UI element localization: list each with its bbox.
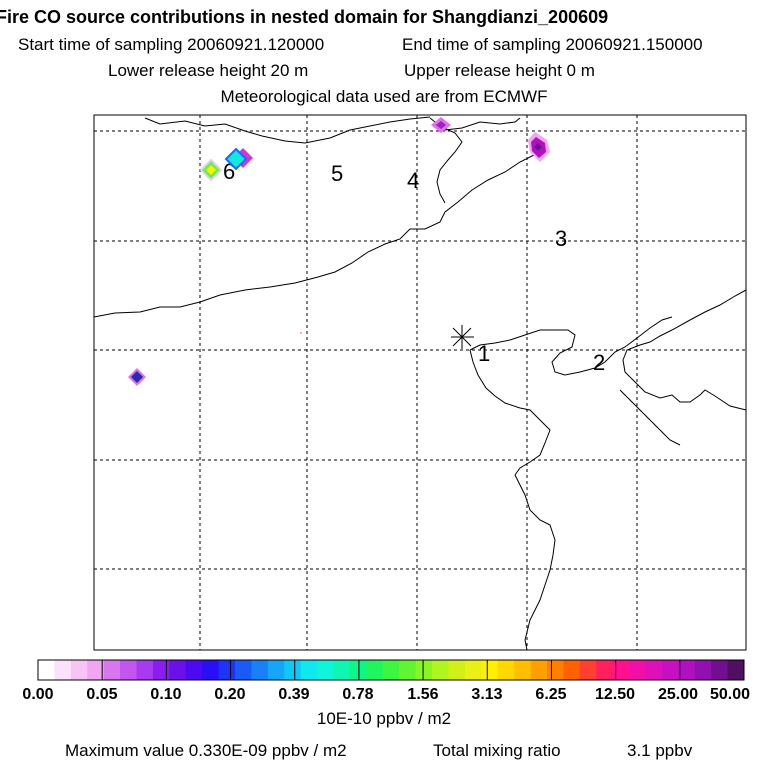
colorbar-swatch	[579, 660, 597, 680]
coastline-south	[469, 316, 673, 376]
colorbar-swatch	[317, 660, 335, 680]
colorbar-label: 0.00	[22, 686, 54, 703]
total-mixing-ratio-value: 3.1 ppbv	[627, 741, 693, 760]
colorbar-swatch	[103, 660, 121, 680]
border-line	[619, 389, 681, 446]
colorbar-swatch	[399, 660, 417, 680]
station-label-4: 4	[407, 168, 419, 193]
colorbar-label: 6.25	[535, 686, 567, 703]
colorbar-label: 25.00	[657, 686, 699, 703]
colorbar-swatch	[629, 660, 646, 680]
colorbar-swatch	[202, 660, 220, 680]
colorbar-swatch	[169, 660, 187, 680]
colorbar-swatch	[366, 660, 384, 680]
colorbar-swatch	[661, 660, 679, 680]
colorbar-swatch	[300, 660, 318, 680]
colorbar-swatch	[481, 660, 499, 680]
coastline-bay-east	[444, 117, 521, 131]
colorbar-label: 50.00	[709, 686, 751, 703]
colorbar-swatch	[596, 660, 614, 680]
colorbar-swatch	[87, 660, 105, 680]
fire-source-e	[528, 132, 550, 162]
colorbar-swatch	[694, 660, 712, 680]
station-label-3: 3	[555, 226, 567, 251]
colorbar-units: 10E-10 ppbv / m2	[316, 709, 452, 728]
coastline-peninsula	[93, 151, 541, 318]
coastline-east	[622, 289, 747, 411]
colorbar-label: 0.39	[278, 686, 310, 703]
colorbar-swatch	[54, 660, 72, 680]
map-title: Fire CO source contributions in nested d…	[0, 7, 609, 27]
colorbar-swatch	[448, 660, 466, 680]
lower-release-height-label: Lower release height 20 m	[108, 61, 309, 80]
station-label-5: 5	[331, 161, 343, 186]
colorbar-swatch	[678, 660, 696, 680]
colorbar-swatch	[530, 660, 548, 680]
station-label-2: 2	[593, 350, 605, 375]
total-mixing-ratio-label: Total mixing ratio	[433, 741, 561, 760]
colorbar-swatch	[432, 660, 449, 680]
colorbar-swatch	[612, 660, 630, 680]
colorbar-swatch	[235, 660, 252, 680]
colorbar-swatch	[727, 660, 745, 680]
station-label-1: 1	[478, 341, 490, 366]
colorbar-swatch	[136, 660, 154, 680]
colorbar-swatch	[497, 660, 515, 680]
colorbar-label: 0.20	[214, 686, 246, 703]
colorbar-swatch	[382, 660, 400, 680]
colorbar-swatch	[711, 660, 729, 680]
colorbar-swatch	[645, 660, 663, 680]
meteorological-data-label: Meteorological data used are from ECMWF	[220, 87, 548, 106]
colorbar-swatch	[546, 660, 564, 680]
colorbar-swatch	[185, 660, 203, 680]
map-frame	[93, 114, 747, 651]
colorbar	[37, 659, 745, 681]
colorbar-swatch	[563, 660, 581, 680]
colorbar-swatch	[284, 660, 302, 680]
colorbar-label: 12.50	[594, 686, 636, 703]
colorbar-swatch	[251, 660, 269, 680]
receptor-star-icon	[451, 325, 474, 349]
upper-release-height-label: Upper release height 0 m	[404, 61, 595, 80]
colorbar-swatch	[38, 660, 55, 680]
colorbar-label: 3.13	[471, 686, 503, 703]
colorbar-swatch	[333, 660, 351, 680]
colorbar-swatch	[514, 660, 532, 680]
coastline-southwest	[469, 349, 556, 651]
colorbar-label: 0.05	[86, 686, 118, 703]
coastline-bay	[429, 117, 463, 204]
coastline-north	[144, 116, 431, 144]
end-time-label: End time of sampling 20060921.150000	[402, 35, 703, 54]
colorbar-swatch	[218, 660, 236, 680]
colorbar-swatch	[120, 660, 138, 680]
colorbar-swatch	[70, 660, 88, 680]
coastlines	[93, 116, 747, 651]
colorbar-swatch	[415, 660, 433, 680]
colorbar-swatch	[152, 660, 170, 680]
fire-source-f	[300, 332, 302, 334]
colorbar-label: 0.10	[150, 686, 182, 703]
colorbar-swatch	[267, 660, 285, 680]
start-time-label: Start time of sampling 20060921.120000	[18, 35, 325, 54]
grid-lines	[94, 115, 746, 650]
colorbar-label: 1.56	[407, 686, 439, 703]
colorbar-border	[37, 659, 745, 681]
maximum-value-label: Maximum value 0.330E-09 ppbv / m2	[65, 741, 347, 760]
colorbar-label: 0.78	[342, 686, 374, 703]
colorbar-swatch	[464, 660, 482, 680]
fire-source-markers	[128, 117, 550, 386]
